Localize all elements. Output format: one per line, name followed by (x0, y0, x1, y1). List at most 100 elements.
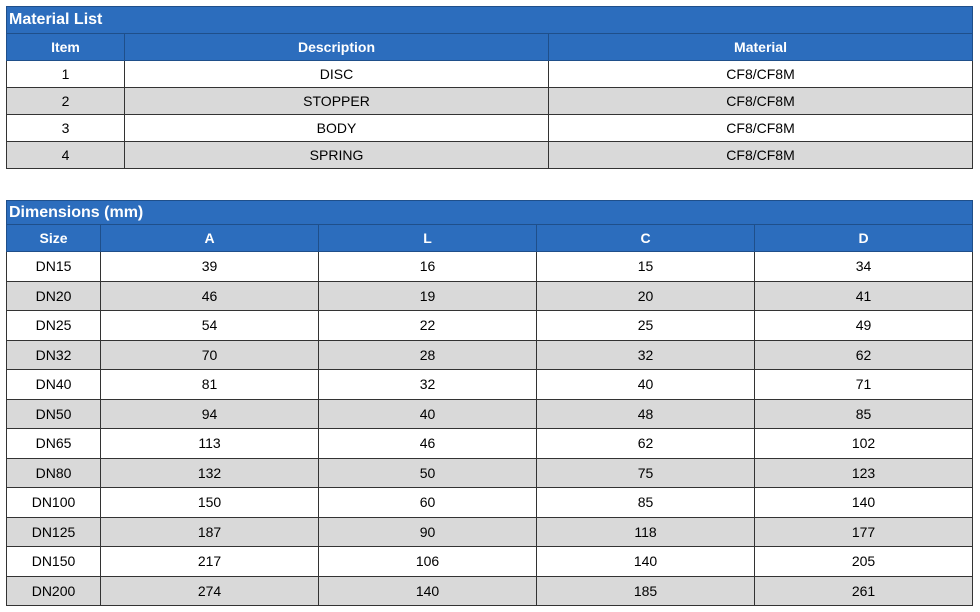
cell: 217 (100, 546, 319, 577)
cell: DN200 (6, 575, 101, 606)
cell: 274 (100, 575, 319, 606)
cell: 19 (318, 280, 537, 311)
cell: DN32 (6, 339, 101, 370)
column-header: Material (547, 33, 974, 61)
cell: 16 (318, 251, 537, 282)
cell: 123 (753, 457, 974, 488)
cell: 177 (753, 516, 974, 547)
cell: 94 (100, 398, 319, 429)
cell: 71 (753, 369, 974, 400)
cell: 187 (100, 516, 319, 547)
table-row: DN200 274 140 185 261 (6, 575, 974, 606)
cell: 34 (753, 251, 974, 282)
cell: DN20 (6, 280, 101, 311)
cell: DN150 (6, 546, 101, 577)
cell: BODY (124, 114, 549, 142)
cell: DN15 (6, 251, 101, 282)
cell: 32 (318, 369, 537, 400)
cell: 40 (318, 398, 537, 429)
column-header: L (318, 224, 537, 252)
header-row: Item Description Material (6, 33, 974, 61)
cell: SPRING (124, 141, 549, 169)
cell: 3 (6, 114, 125, 142)
cell: 85 (536, 487, 755, 518)
cell: 28 (318, 339, 537, 370)
header-row: Size A L C D (6, 224, 974, 252)
cell: 2 (6, 87, 125, 115)
column-header: C (536, 224, 755, 252)
cell: 39 (100, 251, 319, 282)
table-row: DN125 187 90 118 177 (6, 516, 974, 547)
cell: 15 (536, 251, 755, 282)
table-row: 2 STOPPER CF8/CF8M (6, 87, 974, 115)
table: Material List Item Description Material 1 DIS… (5, 6, 974, 169)
cell: 75 (536, 457, 755, 488)
column-header: Size (6, 224, 101, 252)
cell: 50 (318, 457, 537, 488)
material-list: Material List Item Description Material 1 DIS… (5, 6, 974, 169)
cell: DISC (124, 60, 549, 88)
cell: DN25 (6, 310, 101, 341)
cell: CF8/CF8M (547, 60, 974, 88)
cell: CF8/CF8M (547, 87, 974, 115)
column-header: D (753, 224, 974, 252)
cell: DN50 (6, 398, 101, 429)
table-row: DN80 132 50 75 123 (6, 457, 974, 488)
cell: 48 (536, 398, 755, 429)
cell: DN40 (6, 369, 101, 400)
cell: 46 (318, 428, 537, 459)
column-header: Description (124, 33, 549, 61)
cell: 70 (100, 339, 319, 370)
column-header: Item (6, 33, 125, 61)
cell: DN125 (6, 516, 101, 547)
cell: CF8/CF8M (547, 114, 974, 142)
cell: 85 (753, 398, 974, 429)
cell: 150 (100, 487, 319, 518)
cell: 40 (536, 369, 755, 400)
table-row: DN25 54 22 25 49 (6, 310, 974, 341)
cell: 60 (318, 487, 537, 518)
table-title: Dimensions (mm) (5, 200, 974, 225)
cell: 102 (753, 428, 974, 459)
table-row: DN50 94 40 48 85 (6, 398, 974, 429)
cell: 32 (536, 339, 755, 370)
cell: DN65 (6, 428, 101, 459)
cell: 41 (753, 280, 974, 311)
column-header: A (100, 224, 319, 252)
table-row: DN20 46 19 20 41 (6, 280, 974, 311)
cell: 106 (318, 546, 537, 577)
table-row: DN40 81 32 40 71 (6, 369, 974, 400)
table-row: DN15 39 16 15 34 (6, 251, 974, 282)
cell: 140 (753, 487, 974, 518)
cell: 185 (536, 575, 755, 606)
cell: 90 (318, 516, 537, 547)
table-row: DN32 70 28 32 62 (6, 339, 974, 370)
cell: 1 (6, 60, 125, 88)
table-title: Material List (5, 6, 974, 34)
table-row: 4 SPRING CF8/CF8M (6, 141, 974, 169)
cell: DN80 (6, 457, 101, 488)
cell: 132 (100, 457, 319, 488)
cell: 140 (536, 546, 755, 577)
cell: 25 (536, 310, 755, 341)
cell: 81 (100, 369, 319, 400)
cell: 20 (536, 280, 755, 311)
cell: DN100 (6, 487, 101, 518)
cell: 205 (753, 546, 974, 577)
title-row: Dimensions (mm) (5, 200, 974, 225)
cell: 113 (100, 428, 319, 459)
cell: 22 (318, 310, 537, 341)
cell: 54 (100, 310, 319, 341)
cell: 46 (100, 280, 319, 311)
cell: 118 (536, 516, 755, 547)
cell: STOPPER (124, 87, 549, 115)
title-row: Material List (5, 6, 974, 34)
cell: 62 (753, 339, 974, 370)
dimensions-table: Dimensions (mm) Size A L C D DN15 39 16 15 34 DN20 4… (5, 200, 974, 606)
table-row: 1 DISC CF8/CF8M (6, 60, 974, 88)
table-row: DN100 150 60 85 140 (6, 487, 974, 518)
cell: CF8/CF8M (547, 141, 974, 169)
table: Dimensions (mm) Size A L C D DN15 39 16 15 34 DN20 4… (5, 200, 974, 606)
table-row: DN150 217 106 140 205 (6, 546, 974, 577)
